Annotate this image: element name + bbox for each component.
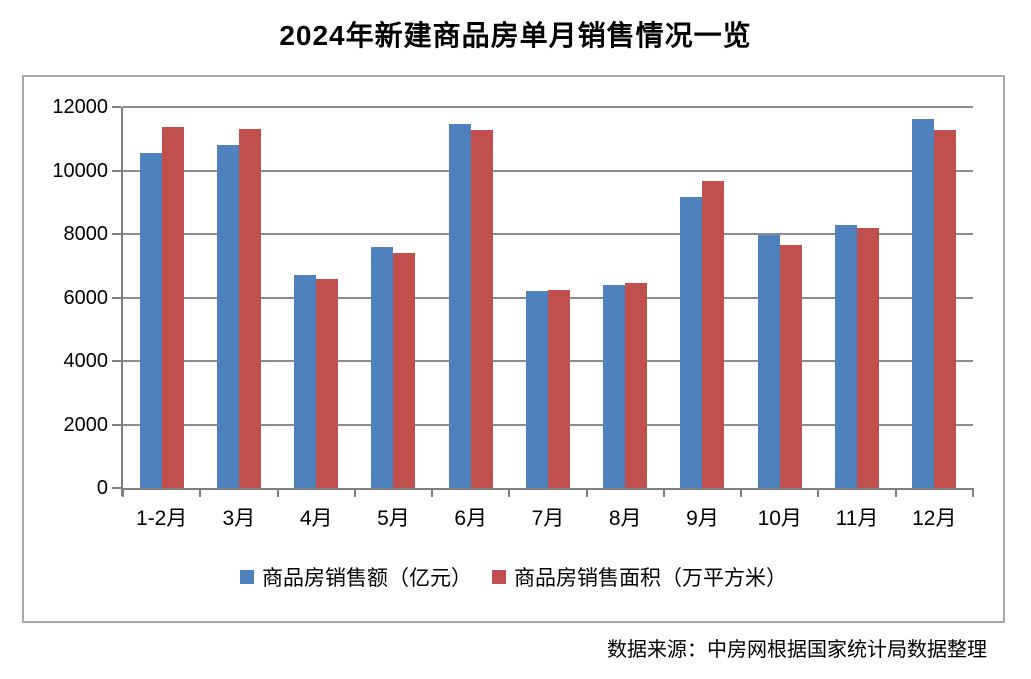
bar-sales-area bbox=[857, 228, 880, 488]
x-axis-tick bbox=[199, 488, 202, 497]
y-axis-tick bbox=[112, 423, 121, 426]
bar-group bbox=[896, 107, 973, 488]
y-axis-tick-label: 6000 bbox=[63, 286, 109, 309]
y-axis-tick bbox=[112, 296, 121, 299]
x-axis-tick bbox=[585, 488, 588, 497]
x-axis-tick bbox=[662, 488, 665, 497]
bar-group bbox=[818, 107, 895, 488]
bar-sales-amount bbox=[603, 285, 626, 488]
bar-sales-area bbox=[934, 130, 957, 488]
gridline bbox=[123, 233, 973, 235]
bar-group bbox=[123, 107, 200, 488]
bar-group bbox=[509, 107, 586, 488]
x-axis-tick bbox=[276, 488, 279, 497]
bar-sales-area bbox=[547, 290, 570, 488]
y-axis-tick bbox=[112, 233, 121, 235]
bar-group bbox=[664, 107, 741, 488]
bar-group bbox=[741, 107, 818, 488]
x-axis-tick bbox=[122, 488, 124, 497]
bar-sales-amount bbox=[525, 291, 548, 488]
x-axis-tick bbox=[508, 488, 511, 497]
y-axis-line bbox=[121, 107, 123, 496]
x-axis-tick-label: 11月 bbox=[835, 507, 879, 530]
gridline bbox=[123, 106, 973, 108]
bar-sales-area bbox=[625, 283, 648, 488]
y-axis-tick-label: 10000 bbox=[52, 159, 108, 182]
bar-sales-area bbox=[393, 253, 416, 488]
bar-sales-area bbox=[238, 129, 261, 488]
x-axis-tick bbox=[817, 488, 820, 497]
y-axis-tick-label: 2000 bbox=[63, 413, 109, 436]
y-axis-tick-label: 0 bbox=[96, 477, 108, 499]
x-axis-tick-label: 8月 bbox=[608, 507, 642, 530]
bar-sales-amount bbox=[294, 274, 317, 488]
x-axis-tick-label: 3月 bbox=[222, 507, 256, 530]
y-axis-labels: 0 2000 4000 6000 8000 10000 12000 bbox=[32, 96, 109, 499]
bar-sales-amount bbox=[139, 152, 162, 488]
bar-sales-area bbox=[702, 180, 725, 488]
x-axis-tick-label: 9月 bbox=[686, 507, 719, 530]
gridline bbox=[123, 169, 973, 172]
y-axis-tick-label: 8000 bbox=[63, 223, 109, 245]
bar-sales-area bbox=[161, 127, 184, 488]
x-axis-tick-label: 5月 bbox=[377, 507, 410, 530]
bar-group bbox=[355, 107, 432, 488]
bar-sales-amount bbox=[448, 123, 471, 488]
legend-item-sales-amount: 商品房销售额（亿元） bbox=[240, 562, 472, 592]
x-axis-tick bbox=[740, 488, 743, 497]
x-axis-tick-label: 7月 bbox=[531, 507, 565, 530]
legend-swatch-sales-area bbox=[492, 570, 506, 584]
bar-group bbox=[278, 107, 355, 488]
x-axis-line bbox=[121, 488, 973, 490]
x-axis-tick bbox=[431, 488, 434, 497]
x-axis-labels: 1-2月 3月 4月 5月 6月 7月 8月 9月 10月 11月 12月 bbox=[123, 502, 973, 532]
x-axis-tick-label: 6月 bbox=[454, 507, 488, 530]
y-axis-tick bbox=[112, 360, 121, 362]
source-note: 数据来源：中房网根据国家统计局数据整理 bbox=[607, 639, 987, 661]
plot-area bbox=[112, 106, 974, 497]
bar-group bbox=[432, 107, 509, 488]
y-axis-tick bbox=[112, 169, 121, 172]
bar-sales-amount bbox=[912, 118, 935, 488]
bar-sales-area bbox=[470, 130, 493, 488]
bar-sales-amount bbox=[757, 234, 780, 488]
x-axis-tick-label: 4月 bbox=[299, 507, 333, 530]
bar-sales-area bbox=[779, 245, 802, 488]
x-axis-tick-label: 10月 bbox=[757, 507, 802, 530]
y-axis-tick-label: 12000 bbox=[52, 96, 108, 118]
x-axis-tick bbox=[353, 488, 356, 497]
y-axis-tick bbox=[112, 487, 121, 489]
bar-groups bbox=[123, 107, 973, 488]
x-axis-tick bbox=[972, 488, 974, 497]
bar-group bbox=[200, 107, 277, 488]
x-axis-tick bbox=[894, 488, 897, 497]
legend-label-sales-area: 商品房销售面积（万平方米） bbox=[514, 566, 787, 590]
bar-sales-area bbox=[316, 278, 339, 488]
bar-sales-amount bbox=[371, 246, 394, 488]
y-axis-tick bbox=[112, 106, 121, 108]
legend-swatch-sales-amount bbox=[240, 570, 254, 584]
legend: 商品房销售额（亿元） 商品房销售面积（万平方米） bbox=[24, 562, 1003, 592]
chart-title: 2024年新建商品房单月销售情况一览 bbox=[279, 20, 752, 51]
chart-frame: 0 2000 4000 6000 8000 10000 12000 1-2月 3月 4月 5月 6月… bbox=[22, 75, 1005, 623]
bar-sales-amount bbox=[835, 225, 858, 488]
y-axis-tick-label: 4000 bbox=[63, 350, 109, 372]
bar-sales-amount bbox=[216, 145, 239, 488]
legend-label-sales-amount: 商品房销售额（亿元） bbox=[262, 566, 472, 590]
x-axis-tick-label: 12月 bbox=[912, 507, 957, 530]
x-axis-tick-label: 1-2月 bbox=[135, 507, 188, 530]
legend-item-sales-area: 商品房销售面积（万平方米） bbox=[492, 562, 787, 592]
bar-group bbox=[587, 107, 664, 488]
bar-sales-amount bbox=[680, 197, 703, 488]
